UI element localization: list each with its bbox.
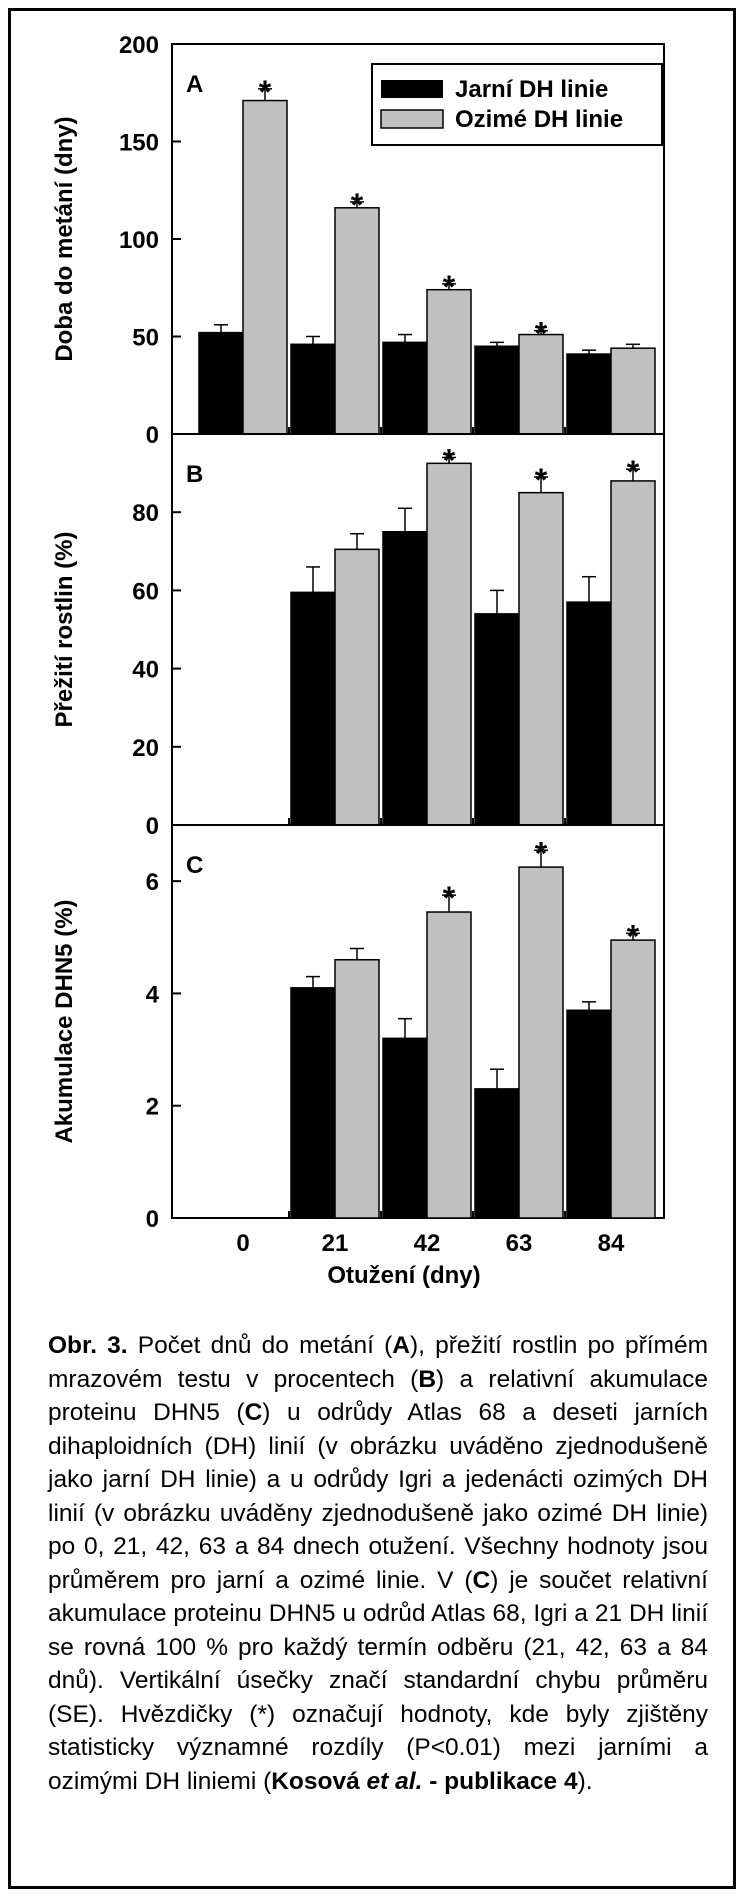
bar-winter-C-84 xyxy=(610,939,656,1219)
figure-frame xyxy=(8,8,736,1889)
y-tick-label: 80 xyxy=(132,500,159,527)
panel-label-A: A xyxy=(186,71,203,98)
y-tick-label: 40 xyxy=(132,657,159,684)
significance-star: * xyxy=(535,316,548,352)
caption-text-3: ) a relativní akumulace proteinu DHN5 ( xyxy=(48,1365,708,1427)
bar-winter-A-84 xyxy=(610,347,656,435)
figure-caption: Obr. 3. Počet dnů do metání (A), přežití… xyxy=(48,1329,708,1798)
y-tick-label: 0 xyxy=(146,813,159,840)
caption-text-1: Počet dnů do metání ( xyxy=(127,1332,393,1359)
caption-prefix: Obr. 3. xyxy=(48,1332,128,1359)
bar-winter-B-21 xyxy=(334,548,380,826)
caption-ref-etal: et al. xyxy=(366,1767,423,1795)
bar-spring-C-21 xyxy=(290,987,336,1219)
legend: Jarní DH linie Ozimé DH linie xyxy=(371,63,663,146)
legend-label-spring: Jarní DH linie xyxy=(455,76,608,103)
panel-label-B: B xyxy=(186,461,203,488)
caption-ref-publication: - publikace 4 xyxy=(422,1767,578,1795)
bar-spring-B-84 xyxy=(566,601,612,826)
significance-star: * xyxy=(627,918,640,954)
bar-spring-B-63 xyxy=(474,613,520,826)
y-tick-label: 60 xyxy=(132,578,159,605)
caption-ref-c2: C xyxy=(472,1566,491,1594)
bar-spring-B-42 xyxy=(382,531,428,826)
bar-winter-A-21 xyxy=(334,207,380,435)
y-tick-label: 50 xyxy=(132,325,159,352)
caption-ref-c: C xyxy=(244,1399,263,1426)
significance-star: * xyxy=(443,880,456,916)
panel-label-C: C xyxy=(186,852,203,879)
bar-spring-A-0 xyxy=(198,331,244,435)
bar-winter-C-21 xyxy=(334,958,380,1219)
significance-star: * xyxy=(259,74,272,110)
x-tick-label: 42 xyxy=(414,1230,441,1257)
bar-spring-A-42 xyxy=(382,341,428,435)
y-tick-label: 0 xyxy=(146,422,159,449)
bar-spring-A-63 xyxy=(474,345,520,435)
significance-star: * xyxy=(443,269,456,305)
bar-spring-A-21 xyxy=(290,343,336,435)
legend-label-winter: Ozimé DH linie xyxy=(455,106,623,133)
y-axis-title-B: Přežití rostlin (%) xyxy=(51,531,78,727)
bar-winter-A-0 xyxy=(242,99,288,435)
caption-text-5: ) je součet relativní akumulace proteinu… xyxy=(48,1566,708,1795)
x-axis-title: Otužení (dny) xyxy=(327,1262,480,1289)
legend-swatch-spring xyxy=(381,80,443,98)
y-tick-label: 100 xyxy=(119,227,159,254)
bar-winter-B-84 xyxy=(610,480,656,826)
y-axis-title-C: Akumulace DHN5 (%) xyxy=(51,899,78,1143)
significance-star: * xyxy=(627,454,640,490)
significance-star: * xyxy=(535,835,548,871)
bar-winter-A-63 xyxy=(518,333,564,435)
y-tick-label: 6 xyxy=(146,869,159,896)
caption-text-4: ) u odrůdy Atlas 68 a deseti jarních dih… xyxy=(48,1399,708,1594)
caption-end: ). xyxy=(577,1767,593,1795)
caption-ref-author: Kosová xyxy=(271,1767,367,1795)
y-tick-label: 200 xyxy=(119,32,159,59)
bar-spring-A-84 xyxy=(566,353,612,435)
significance-star: * xyxy=(351,187,364,223)
x-tick-label: 84 xyxy=(598,1230,625,1257)
bar-winter-C-63 xyxy=(518,866,564,1219)
legend-swatch-winter xyxy=(380,109,444,129)
y-tick-label: 150 xyxy=(119,130,159,157)
bar-winter-B-63 xyxy=(518,491,564,826)
x-tick-label: 0 xyxy=(236,1230,249,1257)
caption-ref-a: A xyxy=(392,1332,410,1359)
bar-winter-A-42 xyxy=(426,288,472,435)
bar-spring-C-84 xyxy=(566,1009,612,1219)
y-tick-label: 20 xyxy=(132,735,159,762)
x-tick-label: 63 xyxy=(506,1230,533,1257)
significance-star: * xyxy=(535,462,548,498)
caption-ref-b: B xyxy=(418,1365,437,1393)
bar-spring-C-63 xyxy=(474,1088,520,1219)
x-tick-label: 21 xyxy=(322,1230,349,1257)
bar-spring-C-42 xyxy=(382,1037,428,1219)
y-tick-label: 4 xyxy=(146,981,160,1008)
caption-text-2: ), přežití rostlin po přímém mrazovém te… xyxy=(48,1332,708,1393)
y-axis-title-A: Doba do metání (dny) xyxy=(51,116,78,361)
significance-star: * xyxy=(443,442,456,478)
y-tick-label: 0 xyxy=(146,1206,159,1233)
bar-spring-B-21 xyxy=(290,591,336,826)
bar-winter-B-42 xyxy=(426,462,472,826)
y-tick-label: 2 xyxy=(146,1094,159,1121)
bar-winter-C-42 xyxy=(426,911,472,1219)
